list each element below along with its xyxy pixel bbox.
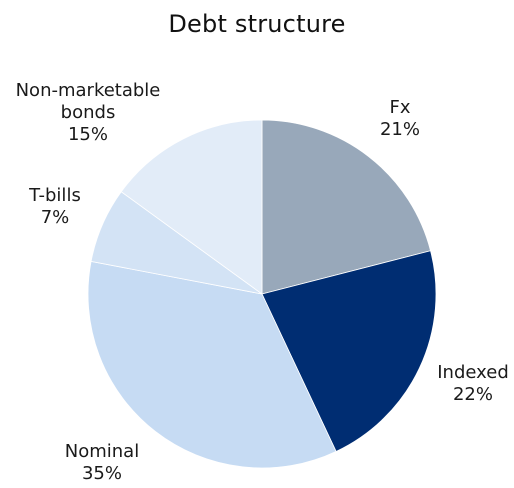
chart-title: Debt structure bbox=[168, 10, 346, 38]
slice-label-non-marketable-bonds: Non-marketable bonds 15% bbox=[16, 80, 161, 145]
slice-label-fx: Fx 21% bbox=[380, 97, 420, 140]
pie-slice-fx bbox=[261, 119, 432, 295]
slice-label-nominal: Nominal 35% bbox=[65, 441, 139, 484]
pie-slice-nominal bbox=[87, 260, 337, 469]
slice-label-indexed: Indexed 22% bbox=[437, 362, 509, 405]
pie-slice-non-marketable-bonds bbox=[120, 119, 263, 295]
slice-label-t-bills: T-bills 7% bbox=[28, 185, 81, 228]
pie-slice-indexed bbox=[261, 250, 437, 452]
